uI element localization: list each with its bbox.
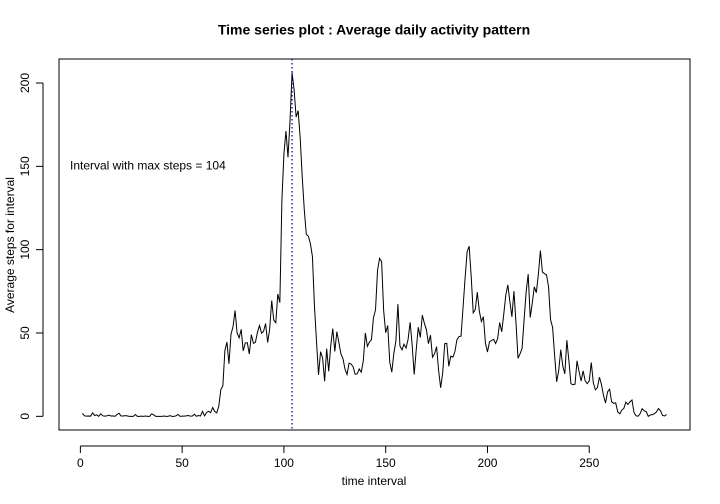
x-axis-label: time interval (342, 474, 407, 488)
x-tick-label: 100 (274, 456, 294, 470)
y-tick-label: 0 (18, 413, 32, 420)
series-line (82, 72, 667, 418)
x-tick-label: 150 (376, 456, 396, 470)
annotation: Interval with max steps = 104 (70, 159, 226, 173)
chart-title: Time series plot : Average daily activit… (218, 22, 530, 38)
x-tick-label: 50 (175, 456, 189, 470)
y-tick-label: 50 (18, 326, 32, 340)
x-tick-label: 250 (579, 456, 599, 470)
y-axis-label: Average steps for interval (3, 177, 17, 313)
y-tick-label: 200 (18, 73, 32, 93)
x-tick-label: 0 (77, 456, 84, 470)
plot-frame (58, 58, 691, 431)
y-tick-label: 100 (18, 239, 32, 259)
x-tick-label: 200 (477, 456, 497, 470)
y-tick-label: 150 (18, 156, 32, 176)
